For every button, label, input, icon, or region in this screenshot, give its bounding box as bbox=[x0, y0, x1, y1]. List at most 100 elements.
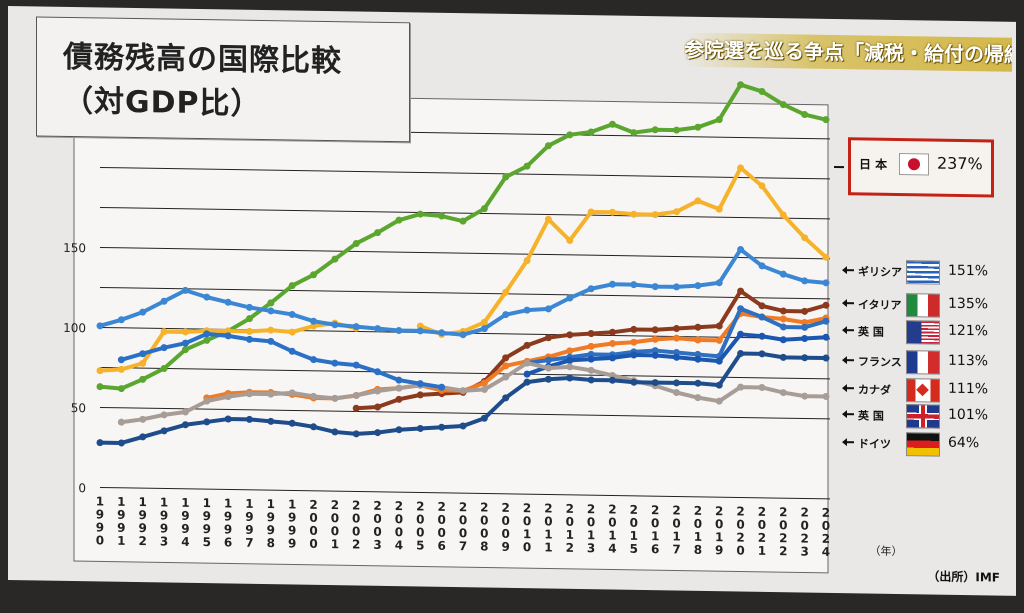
x-tick-label: 9 bbox=[117, 521, 125, 535]
data-point-8 bbox=[331, 428, 339, 436]
data-point-2 bbox=[374, 325, 382, 333]
data-point-0 bbox=[566, 131, 574, 139]
x-tick-label: 1 bbox=[117, 495, 125, 509]
legend-row: ギリシア 151% bbox=[844, 259, 1004, 286]
data-point-0 bbox=[160, 364, 168, 372]
data-point-0 bbox=[459, 217, 467, 225]
data-point-0 bbox=[523, 162, 531, 170]
data-point-3 bbox=[801, 307, 809, 315]
x-tick-label: 4 bbox=[608, 541, 616, 555]
data-point-1 bbox=[608, 208, 616, 216]
data-point-2 bbox=[608, 280, 616, 288]
data-point-3 bbox=[822, 301, 830, 309]
x-tick-label: 2 bbox=[822, 532, 830, 546]
data-point-2 bbox=[181, 286, 189, 294]
x-tick-label: 1 bbox=[651, 529, 659, 543]
data-point-4 bbox=[480, 379, 488, 387]
x-tick-label: 0 bbox=[352, 511, 360, 525]
data-point-6 bbox=[822, 333, 830, 341]
arrow-left-icon bbox=[844, 441, 854, 444]
x-tick-label: 0 bbox=[608, 515, 616, 529]
x-tick-label: 2 bbox=[608, 502, 616, 516]
data-point-8 bbox=[651, 379, 659, 387]
data-point-7 bbox=[267, 390, 275, 398]
data-point-7 bbox=[480, 385, 488, 393]
legend-japan-name: 日 本 bbox=[859, 157, 888, 172]
data-point-0 bbox=[544, 142, 552, 150]
x-tick-label: 9 bbox=[117, 508, 125, 522]
x-tick-label: 9 bbox=[160, 508, 168, 522]
data-point-1 bbox=[245, 327, 253, 335]
data-point-6 bbox=[651, 351, 659, 359]
x-tick-label: 1 bbox=[758, 544, 766, 558]
data-point-7 bbox=[587, 366, 595, 374]
x-tick-label: 0 bbox=[544, 514, 552, 528]
x-tick-label: 9 bbox=[245, 510, 253, 524]
x-tick-label: 6 bbox=[437, 539, 445, 553]
data-point-2 bbox=[630, 281, 638, 289]
x-tick-label: 0 bbox=[373, 512, 381, 526]
data-point-8 bbox=[694, 379, 702, 387]
x-tick-label: 9 bbox=[288, 510, 296, 524]
data-point-6 bbox=[523, 370, 531, 378]
legend-value: 121% bbox=[948, 322, 989, 340]
data-point-2 bbox=[758, 262, 766, 270]
data-point-2 bbox=[651, 283, 659, 291]
legend-name: イタリア bbox=[858, 298, 902, 313]
x-axis-label: （年） bbox=[870, 544, 903, 559]
data-point-2 bbox=[523, 306, 531, 314]
data-point-2 bbox=[267, 307, 275, 315]
data-point-3 bbox=[587, 330, 595, 338]
x-tick-label: 0 bbox=[480, 526, 488, 540]
data-point-2 bbox=[544, 305, 552, 313]
x-tick-label: 7 bbox=[459, 539, 467, 553]
data-point-1 bbox=[779, 211, 787, 219]
x-tick-label: 7 bbox=[672, 542, 680, 556]
japan-flag-icon bbox=[899, 152, 929, 176]
data-point-2 bbox=[459, 331, 467, 339]
data-point-6 bbox=[737, 330, 745, 338]
data-point-3 bbox=[544, 334, 552, 342]
data-point-2 bbox=[694, 282, 702, 290]
x-tick-label: 9 bbox=[224, 522, 232, 536]
data-point-4 bbox=[630, 338, 638, 346]
x-tick-label: 0 bbox=[331, 524, 339, 538]
data-point-7 bbox=[331, 394, 339, 402]
data-point-8 bbox=[416, 424, 424, 432]
x-tick-label: 2 bbox=[566, 502, 574, 516]
x-tick-label: 2 bbox=[736, 530, 744, 544]
data-point-9 bbox=[331, 359, 339, 367]
x-tick-label: 2 bbox=[437, 500, 445, 514]
data-point-0 bbox=[822, 116, 830, 124]
data-point-6 bbox=[673, 353, 681, 361]
data-point-8 bbox=[160, 427, 168, 435]
data-point-7 bbox=[715, 397, 723, 405]
data-point-1 bbox=[480, 318, 488, 326]
legend-name: 英 国 bbox=[858, 325, 884, 339]
y-tick-label: 100 bbox=[63, 321, 86, 335]
data-point-0 bbox=[245, 315, 253, 323]
x-tick-label: 9 bbox=[288, 523, 296, 537]
data-point-2 bbox=[416, 327, 424, 335]
x-tick-label: 3 bbox=[160, 534, 168, 548]
x-tick-label: 2 bbox=[736, 504, 744, 518]
data-point-2 bbox=[245, 303, 253, 311]
data-point-8 bbox=[459, 422, 467, 430]
data-point-2 bbox=[310, 317, 318, 325]
data-point-8 bbox=[544, 375, 552, 383]
data-point-8 bbox=[245, 415, 253, 423]
chart-title-line1: 債務残高の国際比較 bbox=[63, 39, 342, 80]
data-point-7 bbox=[801, 392, 809, 400]
data-point-8 bbox=[96, 439, 104, 447]
data-point-2 bbox=[566, 294, 574, 302]
data-point-7 bbox=[566, 363, 574, 371]
data-point-8 bbox=[288, 419, 296, 427]
gridline bbox=[100, 246, 830, 260]
data-point-9 bbox=[224, 332, 232, 340]
data-point-8 bbox=[352, 430, 360, 438]
data-point-7 bbox=[117, 418, 125, 426]
x-tick-label: 0 bbox=[502, 527, 510, 541]
x-tick-label: 1 bbox=[96, 494, 104, 508]
data-point-1 bbox=[587, 208, 595, 216]
x-tick-label: 3 bbox=[800, 544, 808, 558]
